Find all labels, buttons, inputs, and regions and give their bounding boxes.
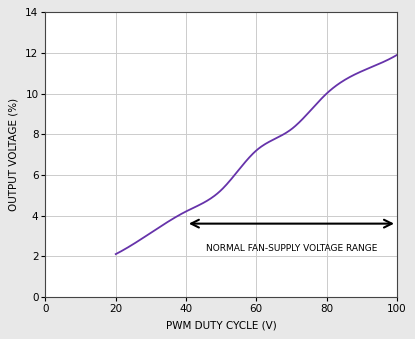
Y-axis label: OUTPUT VOLTAGE (%): OUTPUT VOLTAGE (%) [8,98,18,211]
Text: NORMAL FAN-SUPPLY VOLTAGE RANGE: NORMAL FAN-SUPPLY VOLTAGE RANGE [206,244,377,253]
X-axis label: PWM DUTY CYCLE (V): PWM DUTY CYCLE (V) [166,321,276,331]
